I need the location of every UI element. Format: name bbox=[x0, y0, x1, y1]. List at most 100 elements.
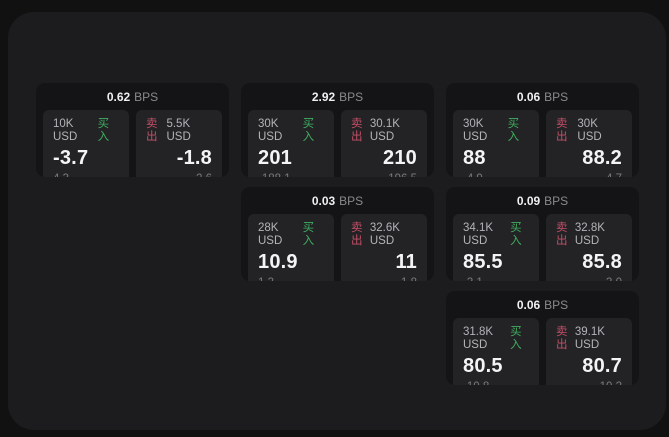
card-body: 30K USD 买入 201 -188.1 卖出 30.1K USD 210 1… bbox=[241, 110, 434, 177]
sell-price: -1.8 bbox=[176, 147, 212, 169]
buy-amount: 28K USD bbox=[258, 222, 283, 247]
sell-tile[interactable]: 卖出 5.5K USD -1.8 -2.6 bbox=[136, 110, 222, 177]
buy-tile-top: 30K USD 买入 bbox=[258, 118, 324, 144]
buy-price: 88 bbox=[463, 147, 486, 169]
sell-price: 85.8 bbox=[582, 251, 622, 273]
buy-tile[interactable]: 28K USD 买入 10.9 1.3 bbox=[248, 214, 334, 281]
sell-side-label: 卖出 bbox=[556, 118, 568, 143]
buy-price: 80.5 bbox=[463, 355, 503, 377]
card-header: 0.09 BPS bbox=[446, 187, 639, 214]
buy-tile[interactable]: 30K USD 买入 88 -4.9 bbox=[453, 110, 539, 177]
bps-unit-label: BPS bbox=[544, 297, 569, 312]
sell-tile-top: 卖出 30K USD bbox=[556, 118, 622, 144]
buy-side-label: 买入 bbox=[510, 222, 522, 247]
card-body: 30K USD 买入 88 -4.9 卖出 30K USD 88.2 4.7 bbox=[446, 110, 639, 177]
bps-value: 0.09 bbox=[516, 193, 541, 208]
sell-delta: -2.6 bbox=[146, 173, 212, 177]
buy-amount: 31.8K USD bbox=[463, 326, 494, 351]
buy-tile[interactable]: 30K USD 买入 201 -188.1 bbox=[248, 110, 334, 177]
buy-side-label: 买入 bbox=[510, 326, 522, 351]
sell-delta: 3.0 bbox=[556, 277, 622, 281]
sell-amount: 32.8K USD bbox=[574, 222, 605, 247]
buy-tile[interactable]: 34.1K USD 买入 85.5 -3.1 bbox=[453, 214, 539, 281]
bps-unit-label: BPS bbox=[339, 89, 364, 104]
sell-price: 88.2 bbox=[582, 147, 622, 169]
sell-side-label: 卖出 bbox=[146, 118, 158, 143]
bps-unit-label: BPS bbox=[134, 89, 159, 104]
buy-delta: -3.1 bbox=[463, 277, 529, 281]
sell-tile[interactable]: 卖出 30K USD 88.2 4.7 bbox=[546, 110, 632, 177]
buy-tile[interactable]: 31.8K USD 买入 80.5 -10.8 bbox=[453, 318, 539, 385]
sell-price: 80.7 bbox=[582, 355, 622, 377]
card-body: 28K USD 买入 10.9 1.3 卖出 32.6K USD 11 -1.8 bbox=[241, 214, 434, 281]
buy-side-label: 买入 bbox=[507, 118, 520, 143]
quote-card: 2.92 BPS 30K USD 买入 201 -188.1 卖出 30.1K … bbox=[241, 83, 434, 177]
sell-tile-top: 卖出 39.1K USD bbox=[556, 326, 622, 352]
sell-tile[interactable]: 卖出 32.8K USD 85.8 3.0 bbox=[546, 214, 632, 281]
buy-tile-top: 10K USD 买入 bbox=[53, 118, 119, 144]
buy-delta: 1.3 bbox=[258, 277, 324, 281]
bps-value: 0.06 bbox=[516, 89, 541, 104]
sell-delta: 196.5 bbox=[351, 173, 417, 177]
buy-side-label: 买入 bbox=[302, 118, 315, 143]
sell-side-label: 卖出 bbox=[556, 326, 568, 351]
quote-card: 0.06 BPS 31.8K USD 买入 80.5 -10.8 卖出 39.1… bbox=[446, 291, 639, 385]
quote-card: 0.09 BPS 34.1K USD 买入 85.5 -3.1 卖出 32.8K… bbox=[446, 187, 639, 281]
bps-unit-label: BPS bbox=[339, 193, 364, 208]
buy-delta: -4.9 bbox=[463, 173, 529, 177]
card-header: 0.03 BPS bbox=[241, 187, 434, 214]
card-body: 10K USD 买入 -3.7 4.3 卖出 5.5K USD -1.8 -2.… bbox=[36, 110, 229, 177]
quote-card: 0.62 BPS 10K USD 买入 -3.7 4.3 卖出 5.5K USD… bbox=[36, 83, 229, 177]
buy-amount: 10K USD bbox=[53, 118, 78, 143]
card-header: 0.06 BPS bbox=[446, 83, 639, 110]
card-header: 0.62 BPS bbox=[36, 83, 229, 110]
main-panel: 0.62 BPS 10K USD 买入 -3.7 4.3 卖出 5.5K USD… bbox=[8, 12, 666, 430]
sell-amount: 30.1K USD bbox=[369, 118, 400, 143]
buy-side-label: 买入 bbox=[97, 118, 110, 143]
sell-tile-top: 卖出 30.1K USD bbox=[351, 118, 417, 144]
sell-amount: 39.1K USD bbox=[574, 326, 605, 351]
sell-amount: 5.5K USD bbox=[166, 118, 191, 143]
bps-value: 0.62 bbox=[106, 89, 131, 104]
sell-delta: -1.8 bbox=[351, 277, 417, 281]
buy-price: 201 bbox=[258, 147, 292, 169]
card-body: 31.8K USD 买入 80.5 -10.8 卖出 39.1K USD 80.… bbox=[446, 318, 639, 385]
buy-price: 10.9 bbox=[258, 251, 298, 273]
sell-tile[interactable]: 卖出 32.6K USD 11 -1.8 bbox=[341, 214, 427, 281]
quote-card: 0.03 BPS 28K USD 买入 10.9 1.3 卖出 32.6K US… bbox=[241, 187, 434, 281]
bps-value: 0.03 bbox=[311, 193, 336, 208]
sell-tile-top: 卖出 32.8K USD bbox=[556, 222, 622, 248]
buy-tile-top: 28K USD 买入 bbox=[258, 222, 324, 248]
sell-tile-top: 卖出 5.5K USD bbox=[146, 118, 212, 144]
bps-unit-label: BPS bbox=[544, 89, 569, 104]
sell-tile[interactable]: 卖出 30.1K USD 210 196.5 bbox=[341, 110, 427, 177]
sell-price: 210 bbox=[383, 147, 417, 169]
sell-tile-top: 卖出 32.6K USD bbox=[351, 222, 417, 248]
bps-value: 0.06 bbox=[516, 297, 541, 312]
sell-delta: 10.2 bbox=[556, 381, 622, 385]
buy-amount: 30K USD bbox=[463, 118, 488, 143]
sell-price: 11 bbox=[395, 251, 417, 273]
sell-tile[interactable]: 卖出 39.1K USD 80.7 10.2 bbox=[546, 318, 632, 385]
card-header: 2.92 BPS bbox=[241, 83, 434, 110]
buy-delta: 4.3 bbox=[53, 173, 119, 177]
sell-side-label: 卖出 bbox=[556, 222, 568, 247]
card-header: 0.06 BPS bbox=[446, 291, 639, 318]
bps-value: 2.92 bbox=[311, 89, 336, 104]
quotes-grid: 0.62 BPS 10K USD 买入 -3.7 4.3 卖出 5.5K USD… bbox=[36, 83, 639, 385]
buy-delta: -188.1 bbox=[258, 173, 324, 177]
buy-price: -3.7 bbox=[53, 147, 89, 169]
buy-amount: 34.1K USD bbox=[463, 222, 494, 247]
buy-tile-top: 31.8K USD 买入 bbox=[463, 326, 529, 352]
sell-amount: 32.6K USD bbox=[369, 222, 400, 247]
card-body: 34.1K USD 买入 85.5 -3.1 卖出 32.8K USD 85.8… bbox=[446, 214, 639, 281]
sell-delta: 4.7 bbox=[556, 173, 622, 177]
sell-amount: 30K USD bbox=[577, 118, 602, 143]
buy-price: 85.5 bbox=[463, 251, 503, 273]
buy-amount: 30K USD bbox=[258, 118, 283, 143]
buy-tile[interactable]: 10K USD 买入 -3.7 4.3 bbox=[43, 110, 129, 177]
sell-side-label: 卖出 bbox=[351, 222, 363, 247]
buy-tile-top: 34.1K USD 买入 bbox=[463, 222, 529, 248]
buy-delta: -10.8 bbox=[463, 381, 529, 385]
sell-side-label: 卖出 bbox=[351, 118, 363, 143]
